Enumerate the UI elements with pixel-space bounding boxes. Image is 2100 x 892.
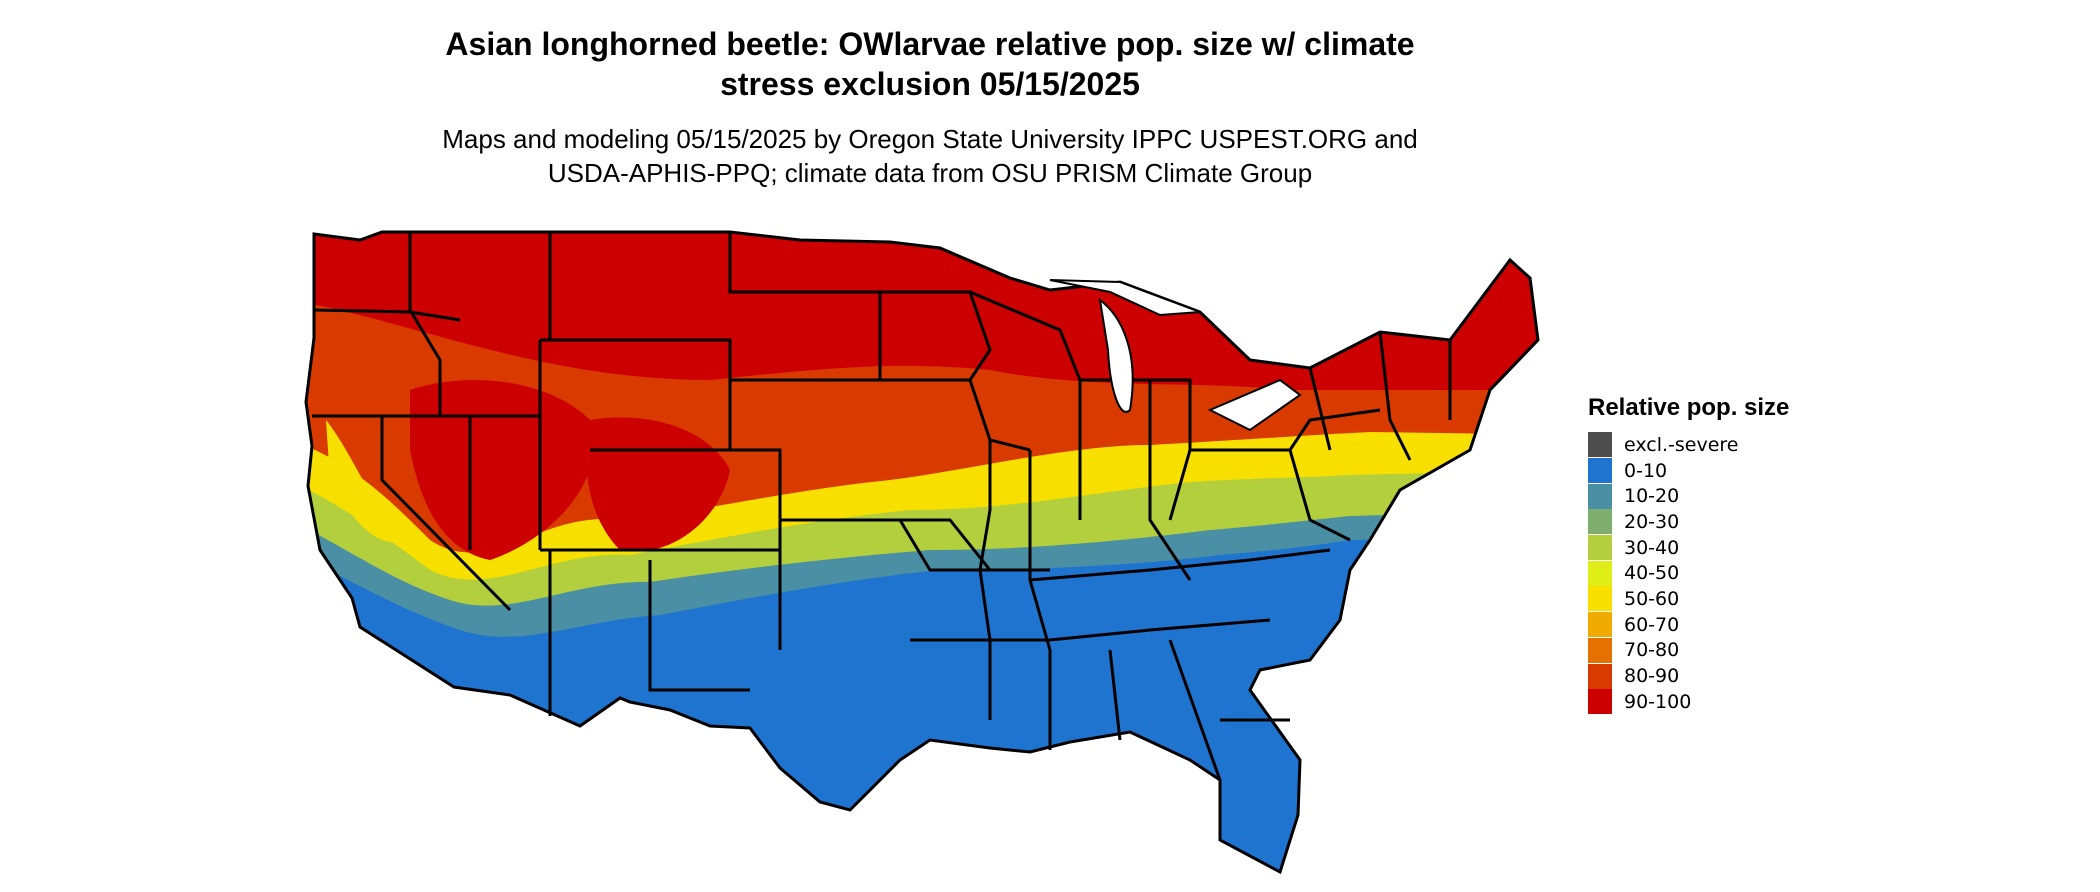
map-title: Asian longhorned beetle: OWlarvae relati… xyxy=(0,24,1860,104)
map-subtitle: Maps and modeling 05/15/2025 by Oregon S… xyxy=(0,122,1860,190)
legend-swatch xyxy=(1588,535,1612,561)
legend-items: excl.-severe 0-10 10-20 20-30 30-40 40-50 50-6… xyxy=(1588,432,1789,715)
legend-item: 60-70 xyxy=(1588,612,1789,638)
subtitle-line-1: Maps and modeling 05/15/2025 by Oregon S… xyxy=(442,124,1418,154)
climate-zones xyxy=(306,232,1538,872)
map-legend: Relative pop. size excl.-severe 0-10 10-20… xyxy=(1588,394,1789,715)
legend-title: Relative pop. size xyxy=(1588,394,1790,421)
legend-label: 50-60 xyxy=(1624,587,1680,610)
subtitle-line-2: USDA-APHIS-PPQ; climate data from OSU PR… xyxy=(547,158,1313,188)
legend-item: 40-50 xyxy=(1588,560,1789,586)
legend-item: 20-30 xyxy=(1588,509,1789,535)
legend-label: 70-80 xyxy=(1624,639,1680,662)
zone-coast-yellow xyxy=(326,420,400,542)
legend-item: 70-80 xyxy=(1588,637,1789,664)
legend-label: 0-10 xyxy=(1624,459,1668,482)
legend-item: 90-100 xyxy=(1588,689,1789,715)
legend-swatch xyxy=(1588,483,1612,509)
legend-swatch xyxy=(1588,637,1612,663)
legend-label: 40-50 xyxy=(1624,562,1680,585)
zone-mountain-red xyxy=(410,380,594,560)
legend-swatch xyxy=(1588,560,1612,586)
legend-item: 80-90 xyxy=(1588,663,1789,689)
us-relative-pop-size-map xyxy=(304,230,1540,875)
legend-item: 50-60 xyxy=(1588,586,1789,612)
legend-label: 90-100 xyxy=(1624,690,1692,713)
state-borders xyxy=(304,230,1540,875)
legend-swatch xyxy=(1588,586,1612,612)
title-line-1: Asian longhorned beetle: OWlarvae relati… xyxy=(445,26,1415,62)
legend-item: 0-10 xyxy=(1588,458,1789,484)
legend-swatch xyxy=(1588,663,1612,689)
legend-label: excl.-severe xyxy=(1624,433,1739,456)
title-line-2: stress exclusion 05/15/2025 xyxy=(720,66,1140,102)
legend-swatch xyxy=(1588,458,1612,484)
legend-item: excl.-severe xyxy=(1588,432,1789,458)
legend-swatch xyxy=(1588,689,1612,715)
legend-item: 30-40 xyxy=(1588,535,1789,561)
legend-label: 80-90 xyxy=(1624,665,1680,688)
great-lakes xyxy=(1049,279,1302,432)
legend-swatch xyxy=(1588,612,1612,638)
legend-swatch xyxy=(1588,509,1612,535)
legend-label: 20-30 xyxy=(1624,510,1680,533)
legend-label: 60-70 xyxy=(1624,613,1680,636)
legend-label: 30-40 xyxy=(1624,536,1680,559)
legend-item: 10-20 xyxy=(1588,483,1789,509)
legend-label: 10-20 xyxy=(1624,485,1680,508)
legend-swatch xyxy=(1588,432,1612,458)
